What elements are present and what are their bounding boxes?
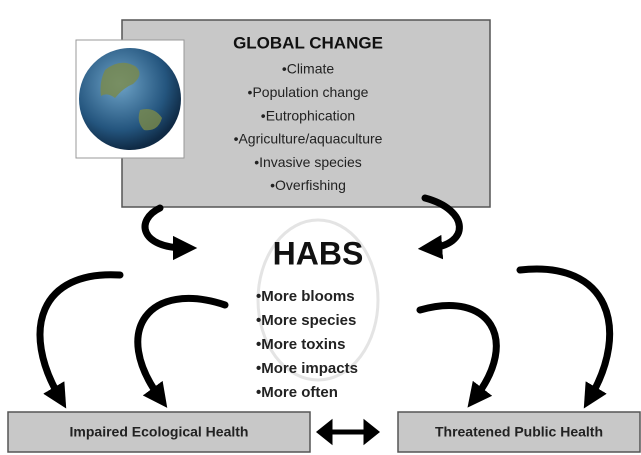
habs-title: HABS (273, 235, 364, 271)
habs-item: •More blooms (256, 288, 355, 305)
global-change-item: •Agriculture/aquaculture (234, 131, 383, 147)
arrow (145, 208, 185, 248)
outcome-label: Impaired Ecological Health (70, 424, 249, 440)
habs-item: •More often (256, 384, 338, 401)
habs-item: •More species (256, 312, 356, 329)
arrow (138, 298, 225, 398)
outcome-label: Threatened Public Health (435, 424, 603, 440)
globe (79, 48, 181, 150)
page: GLOBAL CHANGE •Climate •Population change… (0, 0, 641, 455)
global-change-item: •Overfishing (270, 177, 346, 193)
global-change-item: •Climate (282, 61, 335, 77)
habs-item: •More toxins (256, 336, 345, 353)
arrow (420, 306, 496, 398)
global-change-item: •Invasive species (254, 154, 362, 170)
diagram: GLOBAL CHANGE •Climate •Population change… (0, 0, 641, 455)
arrow (40, 275, 120, 398)
global-change-title: GLOBAL CHANGE (233, 33, 383, 52)
double-arrow (320, 424, 376, 440)
habs-item: •More impacts (256, 360, 358, 377)
global-change-item: •Population change (248, 84, 369, 100)
global-change-item: •Eutrophication (261, 107, 355, 123)
arrow (520, 269, 610, 398)
